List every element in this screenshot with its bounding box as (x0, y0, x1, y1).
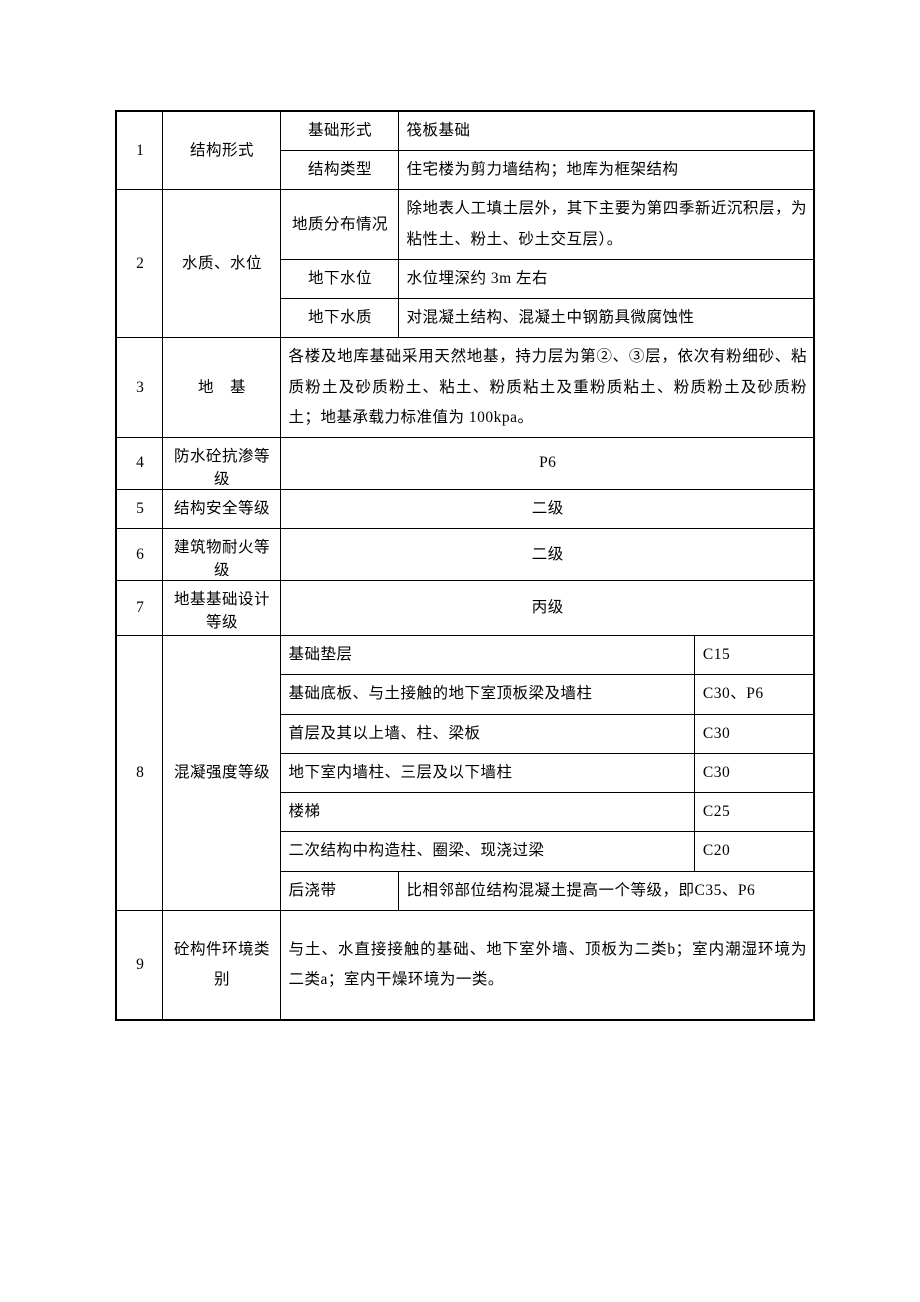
nested-table: 地下室内墙柱、三层及以下墙柱 C30 (281, 754, 814, 792)
cell-category: 结构安全等级 (162, 489, 280, 528)
cell-sublabel: 基础垫层 (281, 636, 695, 674)
cell-sublabel: 地下室内墙柱、三层及以下墙柱 (281, 754, 695, 792)
cell-sublabel: 首层及其以上墙、柱、梁板 (281, 715, 695, 753)
cell-value: 二级 (280, 489, 814, 528)
cell-value: 筏板基础 (398, 111, 814, 151)
cell-value: 水位埋深约 3m 左右 (398, 259, 814, 298)
nested-table: 二次结构中构造柱、圈梁、现浇过梁 C20 (281, 832, 814, 870)
nested-table: 首层及其以上墙、柱、梁板 C30 (281, 715, 814, 753)
cell-category: 建筑物耐火等级 (162, 529, 280, 581)
cell-sublabel: 后浇带 (280, 871, 398, 910)
cell-category: 水质、水位 (162, 190, 280, 338)
cell-num: 4 (116, 437, 162, 489)
cell-value: C30、P6 (694, 675, 813, 713)
table-row: 5 结构安全等级 二级 (116, 489, 814, 528)
cell-category: 地基基础设计等级 (162, 581, 280, 636)
cell-nested: 首层及其以上墙、柱、梁板 C30 (280, 714, 814, 753)
cell-nested: 二次结构中构造柱、圈梁、现浇过梁 C20 (280, 832, 814, 871)
cell-num: 9 (116, 910, 162, 1020)
cell-value: C30 (694, 715, 813, 753)
truncated-label: 防水砼抗渗等级 (171, 442, 274, 485)
table-row: 8 混凝强度等级 基础垫层 C15 (116, 636, 814, 675)
cell-category: 结构形式 (162, 111, 280, 190)
cell-num: 3 (116, 338, 162, 438)
cell-num: 8 (116, 636, 162, 911)
table-row: 1 结构形式 基础形式 筏板基础 (116, 111, 814, 151)
cell-sublabel: 基础底板、与土接触的地下室顶板梁及墙柱 (281, 675, 695, 713)
cell-value: 与土、水直接接触的基础、地下室外墙、顶板为二类b；室内潮湿环境为二类a；室内干燥… (280, 910, 814, 1020)
cell-sublabel: 结构类型 (280, 151, 398, 190)
cell-sublabel: 基础形式 (280, 111, 398, 151)
table-row: 9 砼构件环境类别 与土、水直接接触的基础、地下室外墙、顶板为二类b；室内潮湿环… (116, 910, 814, 1020)
cell-value: 住宅楼为剪力墙结构；地库为框架结构 (398, 151, 814, 190)
table-row: 2 水质、水位 地质分布情况 除地表人工填土层外，其下主要为第四季新近沉积层，为… (116, 190, 814, 259)
cell-value: C20 (694, 832, 813, 870)
cell-value: 比相邻部位结构混凝土提高一个等级，即C35、P6 (398, 871, 814, 910)
nested-table: 楼梯 C25 (281, 793, 814, 831)
table-row: 3 地 基 各楼及地库基础采用天然地基，持力层为第②、③层，依次有粉细砂、粘质粉… (116, 338, 814, 438)
cell-num: 6 (116, 529, 162, 581)
table-row: 4 防水砼抗渗等级 P6 (116, 437, 814, 489)
cell-sublabel: 地下水位 (280, 259, 398, 298)
table-row: 6 建筑物耐火等级 二级 (116, 529, 814, 581)
cell-nested: 地下室内墙柱、三层及以下墙柱 C30 (280, 753, 814, 792)
cell-value: 对混凝土结构、混凝土中钢筋具微腐蚀性 (398, 299, 814, 338)
cell-value: 除地表人工填土层外，其下主要为第四季新近沉积层，为粘性土、粉土、砂土交互层）。 (398, 190, 814, 259)
cell-value: C30 (694, 754, 813, 792)
page: 1 结构形式 基础形式 筏板基础 结构类型 住宅楼为剪力墙结构；地库为框架结构 … (0, 0, 920, 1302)
cell-category: 混凝强度等级 (162, 636, 280, 911)
cell-value: 各楼及地库基础采用天然地基，持力层为第②、③层，依次有粉细砂、粘质粉土及砂质粉土… (280, 338, 814, 438)
cell-value: C15 (694, 636, 813, 674)
cell-nested: 楼梯 C25 (280, 793, 814, 832)
cell-nested: 基础底板、与土接触的地下室顶板梁及墙柱 C30、P6 (280, 675, 814, 714)
cell-value: 二级 (280, 529, 814, 581)
spec-table: 1 结构形式 基础形式 筏板基础 结构类型 住宅楼为剪力墙结构；地库为框架结构 … (115, 110, 815, 1021)
cell-category: 砼构件环境类别 (162, 910, 280, 1020)
cell-sublabel: 地下水质 (280, 299, 398, 338)
nested-table: 基础垫层 C15 (281, 636, 814, 674)
cell-value: 丙级 (280, 581, 814, 636)
cell-category: 地 基 (162, 338, 280, 438)
cell-num: 5 (116, 489, 162, 528)
cell-num: 7 (116, 581, 162, 636)
nested-table: 基础底板、与土接触的地下室顶板梁及墙柱 C30、P6 (281, 675, 814, 713)
truncated-label: 地基基础设计等级 (171, 585, 274, 631)
cell-num: 1 (116, 111, 162, 190)
truncated-label: 建筑物耐火等级 (171, 533, 274, 576)
cell-sublabel: 楼梯 (281, 793, 695, 831)
cell-num: 2 (116, 190, 162, 338)
cell-value: P6 (280, 437, 814, 489)
cell-value: C25 (694, 793, 813, 831)
cell-sublabel: 地质分布情况 (280, 190, 398, 259)
table-row: 7 地基基础设计等级 丙级 (116, 581, 814, 636)
cell-category: 防水砼抗渗等级 (162, 437, 280, 489)
cell-nested: 基础垫层 C15 (280, 636, 814, 675)
cell-sublabel: 二次结构中构造柱、圈梁、现浇过梁 (281, 832, 695, 870)
